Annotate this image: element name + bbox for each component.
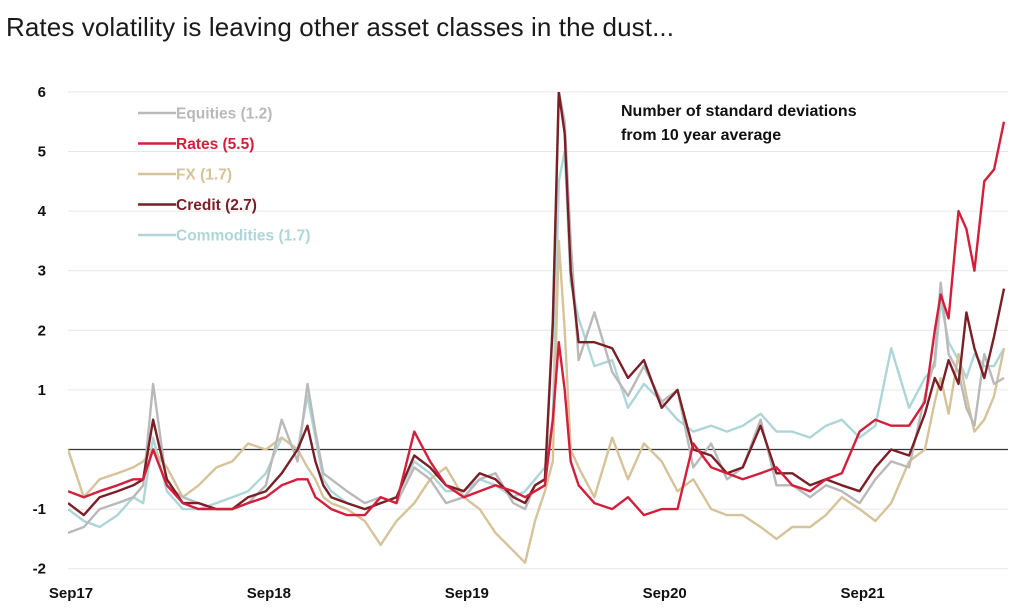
x-tick-label: Sep19 bbox=[445, 585, 489, 602]
legend-label: FX (1.7) bbox=[176, 167, 232, 184]
chart-note-line-1: Number of standard deviations bbox=[621, 103, 857, 120]
x-tick-label: Sep20 bbox=[643, 585, 687, 602]
chart-note-line-2: from 10 year average bbox=[621, 127, 781, 144]
x-tick-label: Sep18 bbox=[247, 585, 291, 602]
series-line-1 bbox=[68, 121, 1006, 517]
legend-label: Commodities (1.7) bbox=[176, 228, 310, 245]
series-line-0 bbox=[68, 92, 1005, 535]
x-axis-ticks: Sep17 Sep18 Sep19 Sep20 Sep21 bbox=[49, 585, 885, 602]
y-tick-label: 5 bbox=[38, 144, 46, 161]
y-tick-label: 2 bbox=[38, 322, 46, 339]
legend-label: Credit (2.7) bbox=[176, 197, 257, 214]
y-tick-label: -1 bbox=[33, 501, 46, 518]
y-tick-label: 3 bbox=[38, 263, 46, 280]
gridlines bbox=[68, 91, 1008, 570]
y-tick-label: 6 bbox=[38, 84, 46, 101]
y-tick-label: 4 bbox=[38, 203, 47, 220]
y-axis-ticks: 6 5 4 3 2 1 -1 -2 bbox=[33, 84, 47, 578]
legend-label: Equities (1.2) bbox=[176, 106, 272, 123]
series-line-3 bbox=[68, 92, 1006, 517]
legend: Equities (1.2) Rates (5.5) FX (1.7) Credit … bbox=[138, 106, 310, 245]
y-tick-label: 1 bbox=[38, 382, 46, 399]
y-tick-label: -2 bbox=[33, 561, 46, 578]
x-tick-label: Sep17 bbox=[49, 585, 93, 602]
page-title: Rates volatility is leaving other asset … bbox=[6, 12, 675, 42]
x-tick-label: Sep21 bbox=[840, 585, 884, 602]
series-line-2 bbox=[68, 239, 1006, 564]
legend-label: Rates (5.5) bbox=[176, 136, 254, 153]
series-lines bbox=[68, 92, 1006, 564]
